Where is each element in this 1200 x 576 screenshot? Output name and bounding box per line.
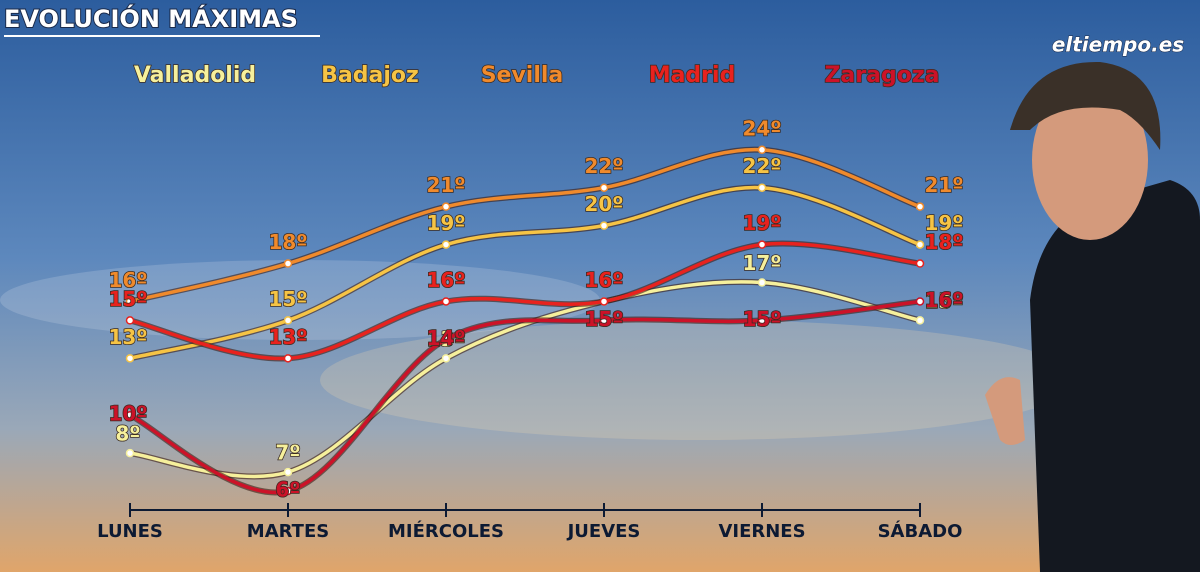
data-point: [599, 297, 609, 306]
data-label: 16º: [426, 268, 465, 292]
data-point: [915, 202, 925, 211]
x-tick-label: JUEVES: [566, 521, 641, 542]
data-point: [915, 316, 925, 325]
data-label: 21º: [426, 173, 465, 197]
data-point: [757, 316, 767, 325]
data-point: [283, 316, 293, 325]
legend-entry: Zaragoza: [824, 63, 939, 88]
x-tick-label: MARTES: [247, 521, 329, 542]
legend-entry: Badajoz: [321, 63, 419, 88]
data-point: [125, 297, 135, 306]
data-point: [599, 183, 609, 192]
data-label: 18º: [268, 230, 307, 254]
legend-entry: Valladolid: [134, 63, 256, 88]
data-label: 15º: [924, 289, 963, 313]
data-label: 13º: [268, 325, 307, 349]
data-point: [283, 259, 293, 268]
data-point: [599, 221, 609, 230]
data-label: 8º: [115, 422, 140, 446]
series-line: [129, 241, 921, 361]
data-label: 22º: [584, 154, 623, 178]
data-point: [441, 297, 451, 306]
x-tick-label: MIÉRCOLES: [388, 520, 504, 542]
data-label: 24º: [742, 116, 781, 140]
data-label: 10º: [108, 402, 147, 426]
series-line: [129, 185, 921, 361]
legend-entry: Sevilla: [481, 63, 564, 88]
series-line: [129, 299, 921, 495]
cloud: [320, 320, 1080, 440]
data-label: 17º: [742, 251, 781, 275]
cloud: [0, 260, 600, 340]
data-label: 16º: [584, 268, 623, 292]
data-point: [915, 240, 925, 249]
logo: eltiempo.es: [1052, 33, 1184, 57]
data-label: 22º: [742, 154, 781, 178]
data-point: [283, 467, 293, 477]
data-label: 15º: [584, 307, 623, 331]
data-label: 7º: [275, 441, 300, 465]
legend-entry: Madrid: [649, 63, 736, 88]
data-label: 20º: [584, 192, 623, 216]
x-tick-label: SÁBADO: [878, 520, 963, 542]
data-label: 21º: [924, 173, 963, 197]
x-tick-label: VIERNES: [718, 521, 805, 542]
data-point: [125, 316, 135, 325]
data-point: [441, 240, 451, 249]
data-point: [125, 410, 135, 420]
data-label: 18º: [924, 230, 963, 254]
data-point: [915, 297, 925, 306]
data-label: 15º: [268, 287, 307, 311]
data-point: [441, 354, 451, 363]
data-point: [915, 259, 925, 268]
series-line: [129, 280, 921, 479]
data-label: 16º: [108, 268, 147, 292]
data-label: 14º: [426, 326, 465, 350]
data-point: [757, 278, 767, 287]
data-label: 19º: [426, 211, 465, 235]
x-tick-label: LUNES: [97, 521, 163, 542]
data-point: [441, 202, 451, 211]
series-line: [129, 147, 921, 304]
data-label: 13º: [108, 325, 147, 349]
data-point: [125, 448, 135, 458]
data-point: [441, 335, 451, 344]
data-label: 15º: [108, 287, 147, 311]
data-label: 15º: [742, 307, 781, 331]
data-point: [283, 354, 293, 363]
data-label: 6º: [275, 478, 300, 502]
data-point: [599, 316, 609, 325]
presenter: [985, 61, 1200, 572]
chart-title: EVOLUCIÓN MÁXIMAS: [4, 3, 298, 33]
data-point: [283, 486, 293, 496]
data-point: [757, 183, 767, 192]
data-label: 19º: [924, 211, 963, 235]
data-point: [757, 240, 767, 249]
data-point: [125, 354, 135, 363]
data-label: 16º: [924, 288, 963, 312]
data-point: [757, 145, 767, 155]
data-label: 19º: [742, 211, 781, 235]
